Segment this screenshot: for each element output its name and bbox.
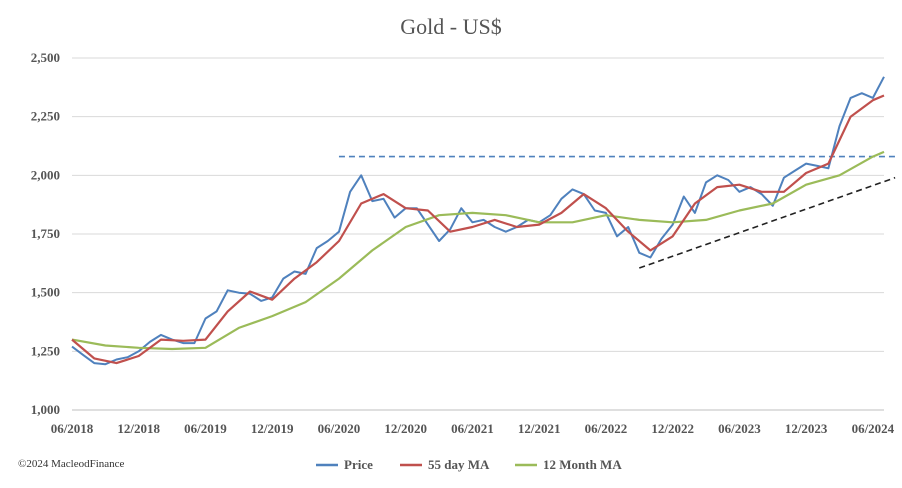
x-tick-label: 12/2022 (651, 421, 694, 436)
legend-entry: Price (344, 457, 373, 472)
y-tick-label: 2,250 (31, 109, 60, 124)
y-tick-label: 1,250 (31, 343, 60, 358)
y-tick-label: 1,500 (31, 285, 60, 300)
x-tick-label: 12/2020 (384, 421, 427, 436)
series-line-12-month-ma (71, 150, 885, 351)
y-tick-labels: 1,000 1,250 1,500 1,750 2,000 2,250 2,500 (31, 50, 60, 417)
x-tick-label: 12/2021 (518, 421, 561, 436)
y-tick-label: 2,000 (31, 167, 60, 182)
copyright-text: ©2024 MacleodFinance (18, 458, 125, 470)
y-tick-label: 2,500 (31, 50, 60, 65)
series-line-55-day-ma (71, 94, 885, 365)
y-tick-label: 1,000 (31, 402, 60, 417)
legend-entry: 12 Month MA (543, 457, 622, 472)
series-line-price (71, 76, 885, 366)
chart-title: Gold - US$ (400, 14, 502, 39)
x-tick-labels: 06/2018 12/2018 06/2019 12/2019 06/2020 12/20… (51, 421, 895, 436)
x-tick-label: 06/2024 (852, 421, 895, 436)
x-tick-label: 06/2020 (318, 421, 361, 436)
x-tick-label: 06/2021 (451, 421, 494, 436)
x-tick-label: 06/2018 (51, 421, 94, 436)
x-tick-label: 06/2019 (184, 421, 227, 436)
grid-lines (72, 57, 884, 411)
x-tick-label: 12/2019 (251, 421, 294, 436)
trend-line (639, 176, 896, 269)
series-lines (71, 76, 885, 366)
x-tick-label: 06/2023 (718, 421, 761, 436)
y-tick-label: 1,750 (31, 226, 60, 241)
x-tick-label: 12/2018 (117, 421, 160, 436)
x-tick-label: 06/2022 (585, 421, 628, 436)
legend-entry: 55 day MA (428, 457, 490, 472)
legend: Price 55 day MA 12 Month MA (316, 457, 622, 472)
trend-lines (338, 155, 896, 269)
x-tick-label: 12/2023 (785, 421, 828, 436)
